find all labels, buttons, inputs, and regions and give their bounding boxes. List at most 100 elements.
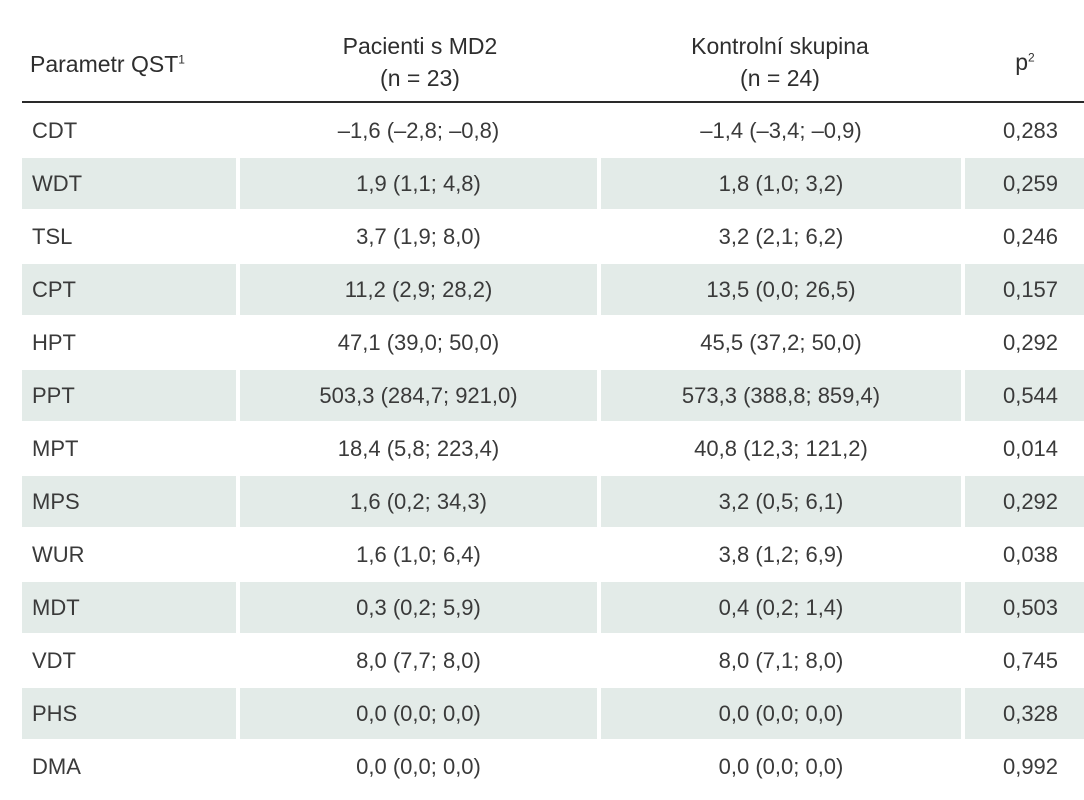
cell-control: 3,2 (2,1; 6,2) <box>718 224 844 249</box>
row-shading <box>240 370 597 421</box>
row-shading <box>240 582 597 633</box>
header-patients: Pacienti s MD2 (n = 23) <box>250 30 590 94</box>
row-shading <box>601 582 961 633</box>
header-p-label: p <box>1015 49 1029 75</box>
cell-patients: 8,0 (7,7; 8,0) <box>356 648 481 673</box>
table-row: PPT 503,3 (284,7; 921,0) 573,3 (388,8; 859… <box>0 370 1084 423</box>
cell-patients: 0,0 (0,0; 0,0) <box>356 701 481 726</box>
cell-patients: 47,1 (39,0; 50,0) <box>337 330 500 355</box>
table-row: MPS 1,6 (0,2; 34,3) 3,2 (0,5; 6,1) 0,292 <box>0 476 1084 529</box>
header-p-value: p2 <box>985 46 1065 78</box>
cell-parameter: DMA <box>32 754 81 779</box>
row-shading <box>965 264 1084 315</box>
row-shading <box>22 264 236 315</box>
table-row: MPT 18,4 (5,8; 223,4) 40,8 (12,3; 121,2) 0,… <box>0 423 1084 476</box>
cell-patients: 1,9 (1,1; 4,8) <box>356 171 481 196</box>
cell-control: 40,8 (12,3; 121,2) <box>694 436 868 461</box>
cell-parameter: PPT <box>32 383 75 408</box>
table-row: PHS 0,0 (0,0; 0,0) 0,0 (0,0; 0,0) 0,328 <box>0 688 1084 741</box>
cell-p-value: 0,157 <box>1002 277 1059 302</box>
cell-patients: 3,7 (1,9; 8,0) <box>356 224 481 249</box>
table-row: CDT –1,6 (–2,8; –0,8) –1,4 (–3,4; –0,9) 0,2… <box>0 105 1084 158</box>
cell-control: 3,8 (1,2; 6,9) <box>718 542 844 567</box>
row-shading <box>965 688 1084 739</box>
cell-control: 8,0 (7,1; 8,0) <box>718 648 844 673</box>
cell-parameter: CDT <box>32 118 78 143</box>
table-row: TSL 3,7 (1,9; 8,0) 3,2 (2,1; 6,2) 0,246 <box>0 211 1084 264</box>
table-row: VDT 8,0 (7,7; 8,0) 8,0 (7,1; 8,0) 0,745 <box>0 635 1084 688</box>
row-shading <box>601 370 961 421</box>
row-shading <box>240 158 597 209</box>
cell-p-value: 0,038 <box>1002 542 1059 567</box>
row-shading <box>240 476 597 527</box>
table-row: WUR 1,6 (1,0; 6,4) 3,8 (1,2; 6,9) 0,038 <box>0 529 1084 582</box>
cell-parameter: VDT <box>32 648 76 673</box>
cell-patients: 0,0 (0,0; 0,0) <box>356 754 481 779</box>
header-patients-label: Pacienti s MD2 <box>342 33 498 59</box>
cell-p-value: 0,544 <box>1002 383 1059 408</box>
table-row: MDT 0,3 (0,2; 5,9) 0,4 (0,2; 1,4) 0,503 <box>0 582 1084 635</box>
cell-p-value: 0,014 <box>1002 436 1059 461</box>
cell-control: 45,5 (37,2; 50,0) <box>700 330 862 355</box>
cell-patients: 1,6 (1,0; 6,4) <box>356 542 481 567</box>
cell-p-value: 0,292 <box>1002 489 1059 514</box>
row-shading <box>601 158 961 209</box>
row-shading <box>965 476 1084 527</box>
cell-control: 0,0 (0,0; 0,0) <box>718 701 844 726</box>
cell-patients: 11,2 (2,9; 28,2) <box>344 277 493 302</box>
cell-p-value: 0,283 <box>1002 118 1059 143</box>
cell-p-value: 0,246 <box>1002 224 1059 249</box>
cell-patients: 0,3 (0,2; 5,9) <box>356 595 481 620</box>
cell-parameter: MDT <box>32 595 80 620</box>
row-shading <box>601 264 961 315</box>
cell-control: –1,4 (–3,4; –0,9) <box>700 118 862 143</box>
cell-parameter: WDT <box>32 171 83 196</box>
cell-parameter: WUR <box>32 542 85 567</box>
cell-parameter: MPT <box>32 436 79 461</box>
cell-parameter: MPS <box>32 489 80 514</box>
cell-parameter: PHS <box>32 701 78 726</box>
cell-patients: 1,6 (0,2; 34,3) <box>350 489 487 514</box>
table-row: CPT 11,2 (2,9; 28,2) 13,5 (0,0; 26,5) 0,157 <box>0 264 1084 317</box>
cell-p-value: 0,328 <box>1002 701 1059 726</box>
table-row: WDT 1,9 (1,1; 4,8) 1,8 (1,0; 3,2) 0,259 <box>0 158 1084 211</box>
header-parameter-label: Parametr QST <box>30 51 179 77</box>
row-shading <box>601 688 961 739</box>
cell-patients: 503,3 (284,7; 921,0) <box>319 383 518 408</box>
cell-p-value: 0,503 <box>1002 595 1059 620</box>
table-row: DMA 0,0 (0,0; 0,0) 0,0 (0,0; 0,0) 0,992 <box>0 741 1084 794</box>
header-p-footnote: 2 <box>1028 50 1035 65</box>
header-control: Kontrolní skupina (n = 24) <box>600 30 960 94</box>
header-control-count: (n = 24) <box>740 65 820 91</box>
row-shading <box>22 158 236 209</box>
cell-p-value: 0,745 <box>1002 648 1059 673</box>
header-parameter: Parametr QST1 <box>30 48 185 80</box>
row-shading <box>22 476 236 527</box>
row-shading <box>965 370 1084 421</box>
row-shading <box>240 264 597 315</box>
header-control-label: Kontrolní skupina <box>691 33 869 59</box>
cell-parameter: CPT <box>32 277 76 302</box>
cell-p-value: 0,292 <box>1002 330 1059 355</box>
cell-control: 13,5 (0,0; 26,5) <box>706 277 856 302</box>
row-shading <box>601 476 961 527</box>
cell-control: 573,3 (388,8; 859,4) <box>681 383 881 408</box>
cell-control: 1,8 (1,0; 3,2) <box>718 171 844 196</box>
cell-parameter: TSL <box>32 224 73 249</box>
cell-patients: 18,4 (5,8; 223,4) <box>337 436 500 461</box>
row-shading <box>240 688 597 739</box>
header-parameter-footnote: 1 <box>178 52 185 67</box>
cell-patients: –1,6 (–2,8; –0,8) <box>337 118 500 143</box>
table-header: Parametr QST1 Pacienti s MD2 (n = 23) Ko… <box>0 0 1084 101</box>
cell-control: 0,4 (0,2; 1,4) <box>718 595 844 620</box>
table-row: HPT 47,1 (39,0; 50,0) 45,5 (37,2; 50,0) 0,2… <box>0 317 1084 370</box>
cell-control: 0,0 (0,0; 0,0) <box>718 754 844 779</box>
cell-control: 3,2 (0,5; 6,1) <box>718 489 844 514</box>
cell-p-value: 0,259 <box>1002 171 1059 196</box>
table-body: CDT –1,6 (–2,8; –0,8) –1,4 (–3,4; –0,9) 0,2… <box>0 105 1084 794</box>
header-divider <box>22 101 1084 103</box>
row-shading <box>965 158 1084 209</box>
row-shading <box>22 370 236 421</box>
header-patients-count: (n = 23) <box>380 65 460 91</box>
